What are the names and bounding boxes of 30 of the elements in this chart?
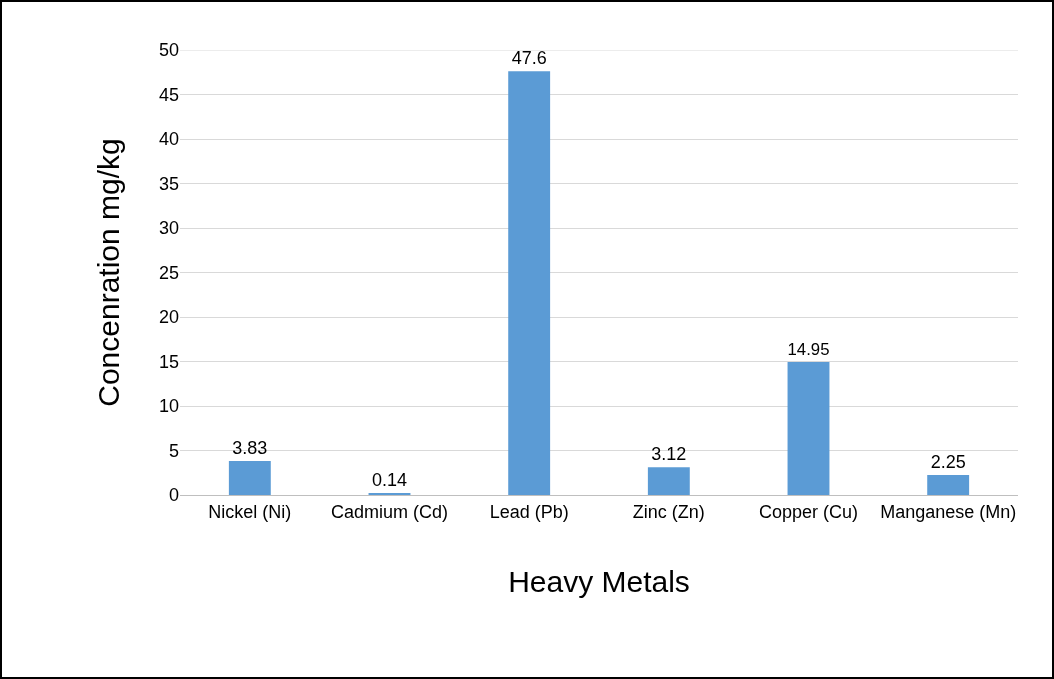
data-label: 0.14 — [371, 470, 408, 490]
x-tick-label: Nickel (Ni) — [208, 501, 292, 522]
y-tick-label: 45 — [158, 84, 179, 105]
x-tick-label: Manganese (Mn) — [880, 501, 1017, 522]
bar — [647, 467, 690, 495]
y-tick-label: 30 — [158, 218, 179, 239]
x-tick-label: Cadmium (Cd) — [330, 501, 449, 522]
bar — [787, 361, 830, 495]
bar — [228, 460, 271, 495]
data-label: 14.95 — [787, 340, 830, 360]
y-axis-title: Concenration mg/kg — [91, 138, 125, 407]
y-tick-label: 50 — [158, 40, 179, 61]
x-tick-label: Lead (Pb) — [489, 501, 569, 522]
y-tick-label: 20 — [158, 307, 179, 328]
x-tick-label: Copper (Cu) — [758, 501, 859, 522]
data-label: 3.83 — [232, 437, 268, 458]
data-label: 47.6 — [511, 48, 547, 69]
bar — [927, 474, 970, 495]
x-tick-label: Zinc (Zn) — [632, 501, 705, 522]
bar — [508, 71, 551, 495]
data-label: 2.25 — [930, 451, 966, 472]
y-tick-label: 0 — [168, 485, 179, 506]
x-axis-title: Heavy Metals — [508, 565, 690, 599]
y-tick-label: 5 — [168, 440, 179, 461]
y-tick-label: 35 — [158, 173, 179, 194]
y-tick-label: 25 — [158, 262, 179, 283]
y-tick-label: 10 — [158, 396, 179, 417]
data-label: 3.12 — [651, 444, 687, 465]
y-tick-label: 40 — [158, 129, 179, 150]
y-tick-label: 15 — [158, 351, 179, 372]
